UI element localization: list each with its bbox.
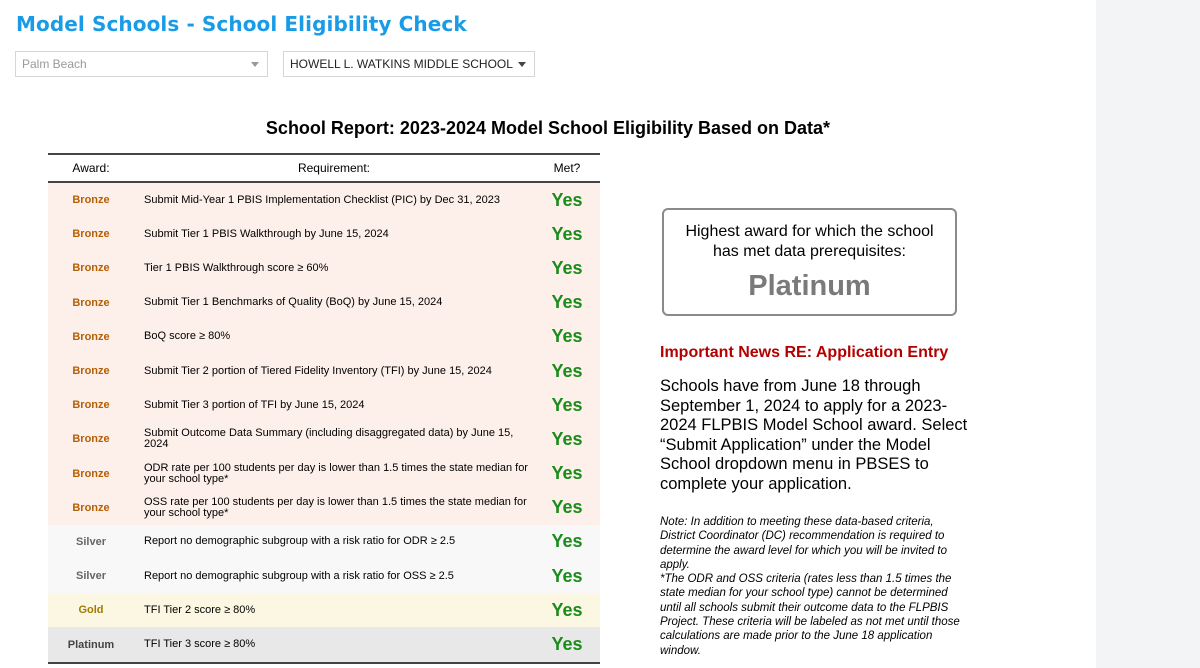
table-row: Bronze Submit Tier 1 PBIS Walkthrough by…: [48, 217, 600, 252]
highest-award-box: Highest award for which the school has m…: [662, 208, 957, 316]
eligibility-note: Note: In addition to meeting these data-…: [660, 515, 970, 658]
row-met: Yes: [534, 593, 600, 628]
table-row: Platinum TFI Tier 3 score ≥ 80% Yes: [48, 627, 600, 664]
row-award: Bronze: [48, 319, 134, 354]
row-met: Yes: [534, 627, 600, 664]
row-award: Bronze: [48, 388, 134, 423]
row-requirement: Tier 1 PBIS Walkthrough score ≥ 60%: [134, 251, 534, 286]
table-row: Gold TFI Tier 2 score ≥ 80% Yes: [48, 593, 600, 628]
row-award: Bronze: [48, 456, 134, 491]
table-header-row: Award: Requirement: Met?: [48, 153, 600, 183]
row-award: Bronze: [48, 182, 134, 218]
row-award: Bronze: [48, 285, 134, 320]
row-award: Platinum: [48, 627, 134, 664]
header-met: Met?: [534, 153, 600, 183]
row-award: Gold: [48, 593, 134, 628]
row-award: Bronze: [48, 490, 134, 525]
row-requirement: BoQ score ≥ 80%: [134, 319, 534, 354]
row-requirement: Submit Outcome Data Summary (including d…: [134, 422, 534, 457]
district-select[interactable]: Palm Beach: [15, 51, 268, 77]
row-requirement: TFI Tier 2 score ≥ 80%: [134, 593, 534, 628]
header-requirement: Requirement:: [134, 153, 534, 183]
row-met: Yes: [534, 524, 600, 560]
table-row: Bronze Submit Outcome Data Summary (incl…: [48, 422, 600, 457]
news-body: Schools have from June 18 through Septem…: [660, 377, 968, 493]
header-award: Award:: [48, 153, 134, 183]
row-met: Yes: [534, 182, 600, 218]
row-requirement: Submit Mid-Year 1 PBIS Implementation Ch…: [134, 182, 534, 218]
table-row: Bronze Tier 1 PBIS Walkthrough score ≥ 6…: [48, 251, 600, 286]
table-row: Silver Report no demographic subgroup wi…: [48, 559, 600, 594]
row-met: Yes: [534, 319, 600, 354]
row-met: Yes: [534, 422, 600, 457]
news-title: Important News RE: Application Entry: [660, 344, 949, 361]
row-award: Silver: [48, 524, 134, 560]
table-row: Bronze Submit Mid-Year 1 PBIS Implementa…: [48, 182, 600, 218]
row-met: Yes: [534, 353, 600, 389]
row-award: Bronze: [48, 251, 134, 286]
highest-award-value: Platinum: [748, 270, 871, 302]
row-award: Bronze: [48, 422, 134, 457]
row-met: Yes: [534, 559, 600, 594]
report-title: School Report: 2023-2024 Model School El…: [265, 118, 831, 138]
row-requirement: Report no demographic subgroup with a ri…: [134, 524, 534, 560]
table-row: Silver Report no demographic subgroup wi…: [48, 524, 600, 560]
row-requirement: Report no demographic subgroup with a ri…: [134, 559, 534, 594]
row-requirement: Submit Tier 2 portion of Tiered Fidelity…: [134, 353, 534, 389]
row-met: Yes: [534, 388, 600, 423]
table-row: Bronze Submit Tier 3 portion of TFI by J…: [48, 388, 600, 423]
row-award: Bronze: [48, 353, 134, 389]
row-met: Yes: [534, 217, 600, 252]
row-requirement: Submit Tier 3 portion of TFI by June 15,…: [134, 388, 534, 423]
table-row: Bronze BoQ score ≥ 80% Yes: [48, 319, 600, 354]
app-title: Model Schools - School Eligibility Check: [16, 12, 467, 36]
row-met: Yes: [534, 456, 600, 491]
table-row: Bronze OSS rate per 100 students per day…: [48, 490, 600, 525]
note-line-1: Note: In addition to meeting these data-…: [660, 516, 948, 571]
row-requirement: Submit Tier 1 Benchmarks of Quality (BoQ…: [134, 285, 534, 320]
row-requirement: OSS rate per 100 students per day is low…: [134, 490, 534, 525]
row-met: Yes: [534, 285, 600, 320]
row-met: Yes: [534, 490, 600, 525]
chevron-down-icon: [518, 61, 526, 67]
school-select[interactable]: HOWELL L. WATKINS MIDDLE SCHOOL: [283, 51, 535, 77]
chevron-down-icon: [251, 61, 259, 67]
highest-award-label: Highest award for which the school has m…: [685, 223, 934, 260]
row-award: Bronze: [48, 217, 134, 252]
row-requirement: Submit Tier 1 PBIS Walkthrough by June 1…: [134, 217, 534, 252]
note-line-2: *The ODR and OSS criteria (rates less th…: [660, 573, 960, 657]
requirements-table: Award: Requirement: Met? Bronze Submit M…: [48, 153, 600, 664]
school-select-value: HOWELL L. WATKINS MIDDLE SCHOOL: [290, 57, 513, 71]
table-row: Bronze Submit Tier 1 Benchmarks of Quali…: [48, 285, 600, 320]
row-requirement: TFI Tier 3 score ≥ 80%: [134, 627, 534, 664]
table-row: Bronze ODR rate per 100 students per day…: [48, 456, 600, 491]
district-select-value: Palm Beach: [22, 57, 87, 71]
row-award: Silver: [48, 559, 134, 594]
table-row: Bronze Submit Tier 2 portion of Tiered F…: [48, 353, 600, 389]
row-requirement: ODR rate per 100 students per day is low…: [134, 456, 534, 491]
row-met: Yes: [534, 251, 600, 286]
right-side-panel: [1096, 0, 1200, 668]
